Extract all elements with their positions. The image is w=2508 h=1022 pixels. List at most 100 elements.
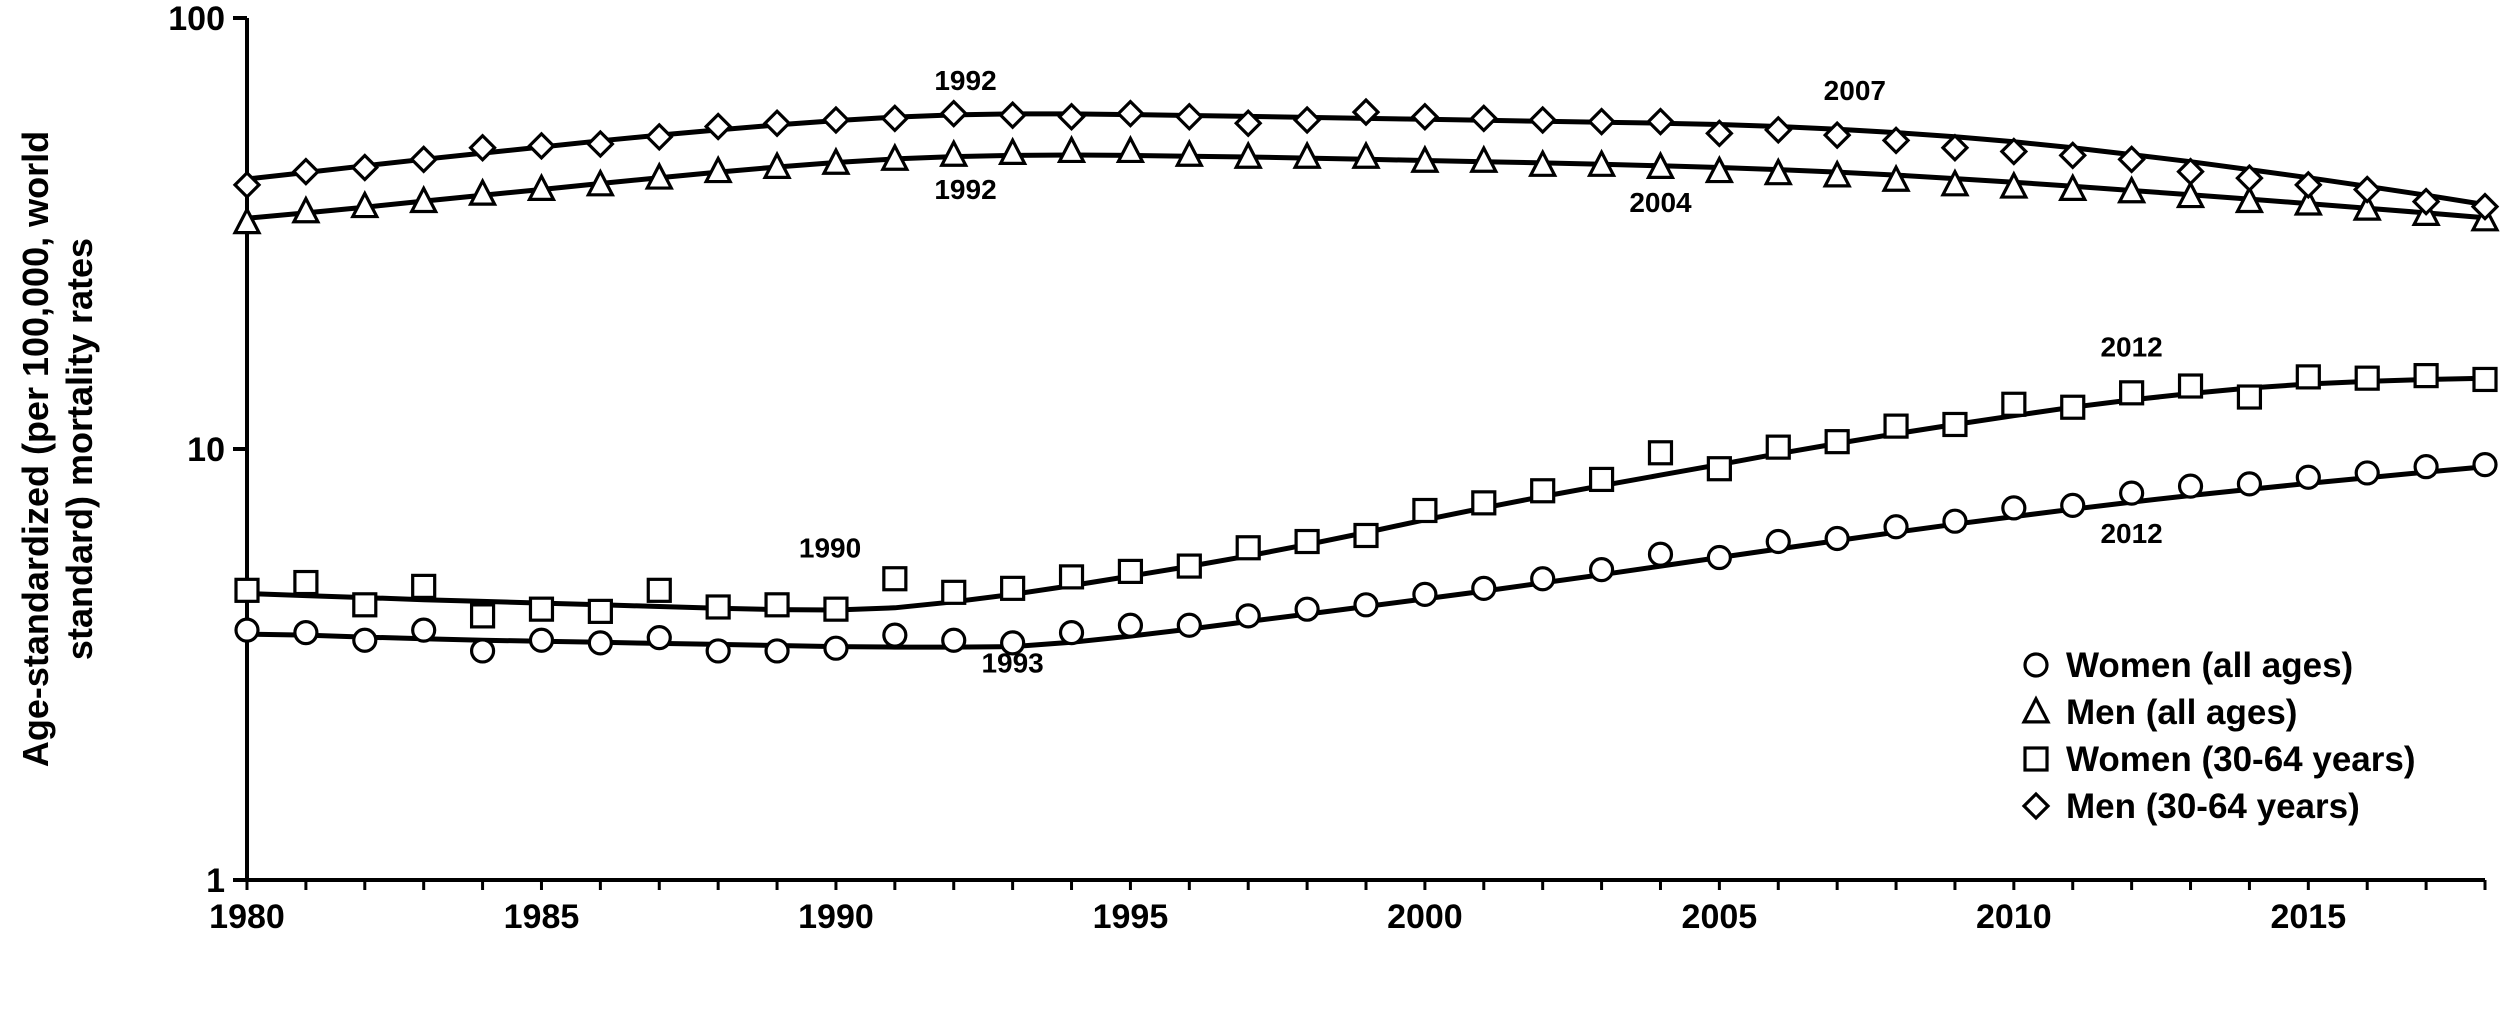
annotation-label: 2012 <box>2100 518 2162 549</box>
y-axis-title: Age-standardized (per 100,000, world stan… <box>15 131 100 767</box>
point-circle <box>1824 525 1850 552</box>
point-square <box>1117 558 1144 585</box>
point-diamond <box>1940 133 1970 163</box>
point-triangle <box>2293 187 2323 216</box>
point-square <box>2060 394 2086 420</box>
point-square <box>882 566 908 592</box>
point-diamond <box>2411 187 2441 216</box>
legend-marker-circle <box>2023 652 2049 678</box>
legend-label: Men (30-64 years) <box>2066 787 2360 826</box>
point-square <box>1765 434 1791 460</box>
point-circle <box>2060 492 2086 518</box>
point-circle <box>1353 592 1379 618</box>
point-circle <box>2236 471 2263 497</box>
point-diamond <box>2294 170 2323 200</box>
point-diamond <box>2058 141 2087 170</box>
annotation-label: 2007 <box>1824 75 1886 106</box>
y-tick-label: 100 <box>168 0 225 38</box>
x-tick-label: 2005 <box>1682 898 1758 936</box>
point-square <box>2354 365 2380 391</box>
x-tick-label: 2010 <box>1976 898 2052 936</box>
point-square <box>1647 440 1674 466</box>
point-circle <box>1412 581 1438 607</box>
point-triangle <box>1056 134 1087 164</box>
point-diamond <box>468 133 497 163</box>
point-square <box>941 579 967 605</box>
point-triangle <box>2352 192 2382 221</box>
point-triangle <box>997 136 1028 165</box>
annotation-label: 2012 <box>2100 331 2162 362</box>
point-diamond <box>645 122 674 152</box>
point-triangle <box>1822 159 1852 188</box>
y-axis-title-line: Age-standardized (per 100,000, world <box>15 131 56 767</box>
point-square <box>1000 575 1026 601</box>
point-diamond <box>1469 104 1499 133</box>
point-diamond <box>2235 163 2264 193</box>
point-circle <box>882 622 908 648</box>
point-square <box>705 594 731 620</box>
point-circle <box>234 617 260 643</box>
point-diamond <box>1646 107 1675 136</box>
point-triangle <box>939 138 969 167</box>
point-circle <box>411 617 437 643</box>
point-square <box>1058 564 1085 590</box>
point-circle <box>1765 528 1791 555</box>
point-circle <box>2177 473 2204 499</box>
point-circle <box>941 627 967 653</box>
point-circle <box>2413 454 2439 480</box>
point-circle <box>1117 612 1144 638</box>
point-square <box>1176 553 1202 579</box>
point-diamond <box>762 108 792 138</box>
point-circle <box>1530 566 1556 592</box>
point-square <box>411 573 437 599</box>
point-diamond <box>1705 119 1734 148</box>
legend-marker-triangle <box>2021 695 2051 724</box>
point-triangle <box>291 195 321 224</box>
point-triangle <box>526 172 557 202</box>
point-square <box>1588 466 1615 493</box>
point-diamond <box>1999 137 2029 166</box>
point-diamond <box>1233 108 1263 138</box>
point-circle <box>1471 575 1497 601</box>
point-triangle <box>1233 140 1263 169</box>
point-triangle <box>821 146 851 175</box>
point-square <box>528 596 555 622</box>
point-circle <box>2472 452 2498 478</box>
axes: 1 10 100 1980 1985 1990 1995 2000 2005 2010 2015 <box>168 0 2487 936</box>
point-triangle <box>1586 148 1617 177</box>
point-triangle <box>409 184 439 214</box>
point-triangle <box>1115 134 1146 164</box>
x-tick-label: 1985 <box>504 898 580 936</box>
point-triangle <box>1351 140 1381 169</box>
point-square <box>823 596 849 622</box>
legend-label: Women (all ages) <box>2066 646 2353 685</box>
annotation-label: 1993 <box>981 647 1043 678</box>
point-triangle <box>1999 170 2029 199</box>
point-triangle <box>232 206 262 235</box>
trend-lines <box>244 111 2488 650</box>
point-circle <box>1942 508 1968 534</box>
legend-marker-diamond <box>2021 791 2051 821</box>
point-diamond <box>1822 120 1852 150</box>
point-triangle <box>1528 148 1558 177</box>
point-triangle <box>1704 155 1735 184</box>
point-triangle <box>1410 144 1440 173</box>
point-triangle <box>2234 184 2265 214</box>
annotation-label: 1992 <box>934 174 996 205</box>
point-square <box>2295 364 2321 390</box>
x-tick-label: 1990 <box>798 898 874 936</box>
point-circle <box>352 627 378 653</box>
point-diamond <box>2352 175 2382 204</box>
legend: Women (all ages) Men (all ages) Women (30-… <box>2021 646 2416 826</box>
point-circle <box>2295 464 2321 490</box>
point-square <box>1471 490 1497 516</box>
annotation-label: 1990 <box>799 533 861 564</box>
point-square <box>2177 373 2204 399</box>
point-triangle <box>703 155 733 184</box>
point-circle <box>2354 460 2380 486</box>
point-diamond <box>2117 145 2146 174</box>
trend-line-square <box>244 375 2488 613</box>
point-triangle <box>644 161 674 190</box>
point-square <box>1883 413 1909 439</box>
